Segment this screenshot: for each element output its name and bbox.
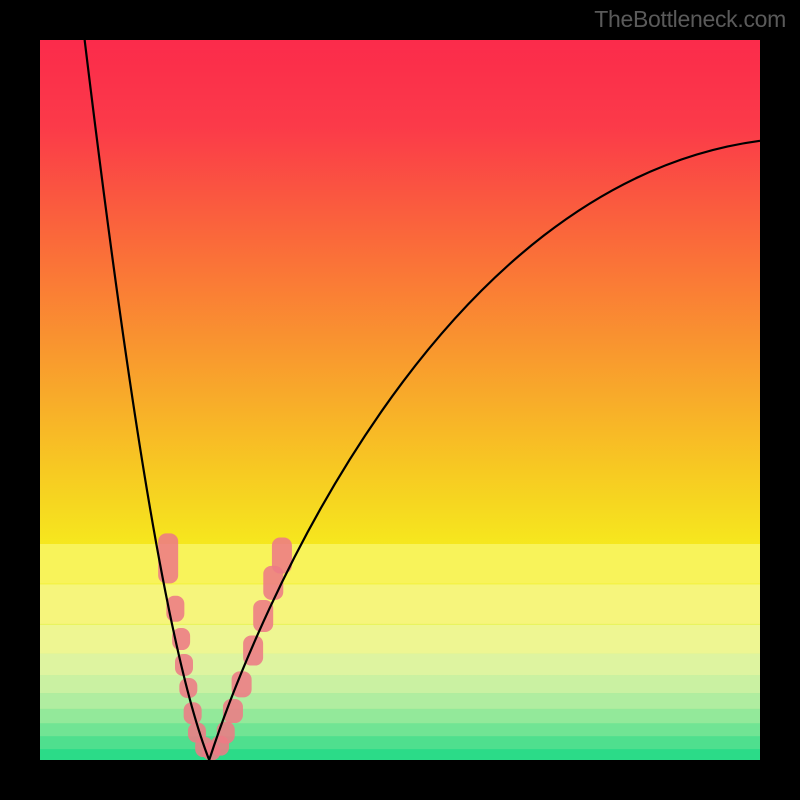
- chart-container: TheBottleneck.com: [0, 0, 800, 800]
- frame-right: [760, 0, 800, 800]
- bottom-color-bands: [40, 544, 760, 760]
- frame-bottom: [0, 760, 800, 800]
- data-marker: [158, 533, 178, 583]
- watermark-text: TheBottleneck.com: [594, 6, 786, 33]
- bottleneck-chart-svg: [0, 0, 800, 800]
- frame-left: [0, 0, 40, 800]
- data-marker: [232, 671, 252, 697]
